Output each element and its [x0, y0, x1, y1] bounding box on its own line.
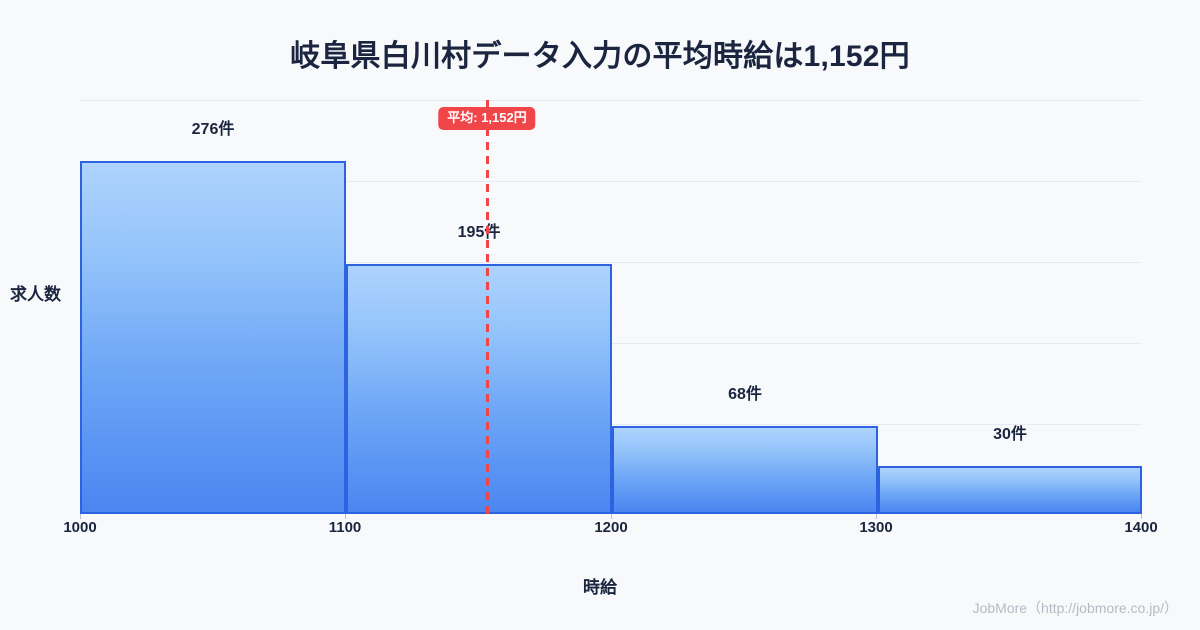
bar-value-label: 30件 [993, 426, 1027, 443]
x-tick-label: 1400 [1124, 519, 1158, 536]
histogram-bar[interactable] [878, 466, 1142, 514]
bar-value-label: 276件 [191, 121, 235, 138]
x-axis-title: 時給 [583, 578, 617, 597]
x-tick-label: 1000 [63, 519, 97, 536]
x-tick-label: 1300 [859, 519, 893, 536]
average-line [486, 100, 489, 514]
page-title: 岐阜県白川村データ入力の平均時給は1,152円 [290, 40, 910, 73]
gridline [80, 262, 1142, 263]
average-badge: 平均: 1,152円 [438, 107, 536, 131]
y-axis-title: 求人数 [10, 285, 61, 304]
bar-value-label: 195件 [457, 224, 501, 241]
histogram-bar[interactable] [80, 161, 346, 514]
bar-value-label: 68件 [728, 386, 762, 403]
gridline [80, 181, 1142, 182]
plot-area: 276件 195件 68件 30件 [80, 100, 1142, 514]
gridline [80, 100, 1142, 101]
histogram-bar[interactable] [612, 426, 878, 514]
watermark-credit: JobMore（http://jobmore.co.jp/） [972, 600, 1178, 616]
histogram-bar[interactable] [346, 264, 612, 514]
x-tick-label: 1200 [594, 519, 628, 536]
x-tick-label: 1100 [328, 519, 362, 536]
